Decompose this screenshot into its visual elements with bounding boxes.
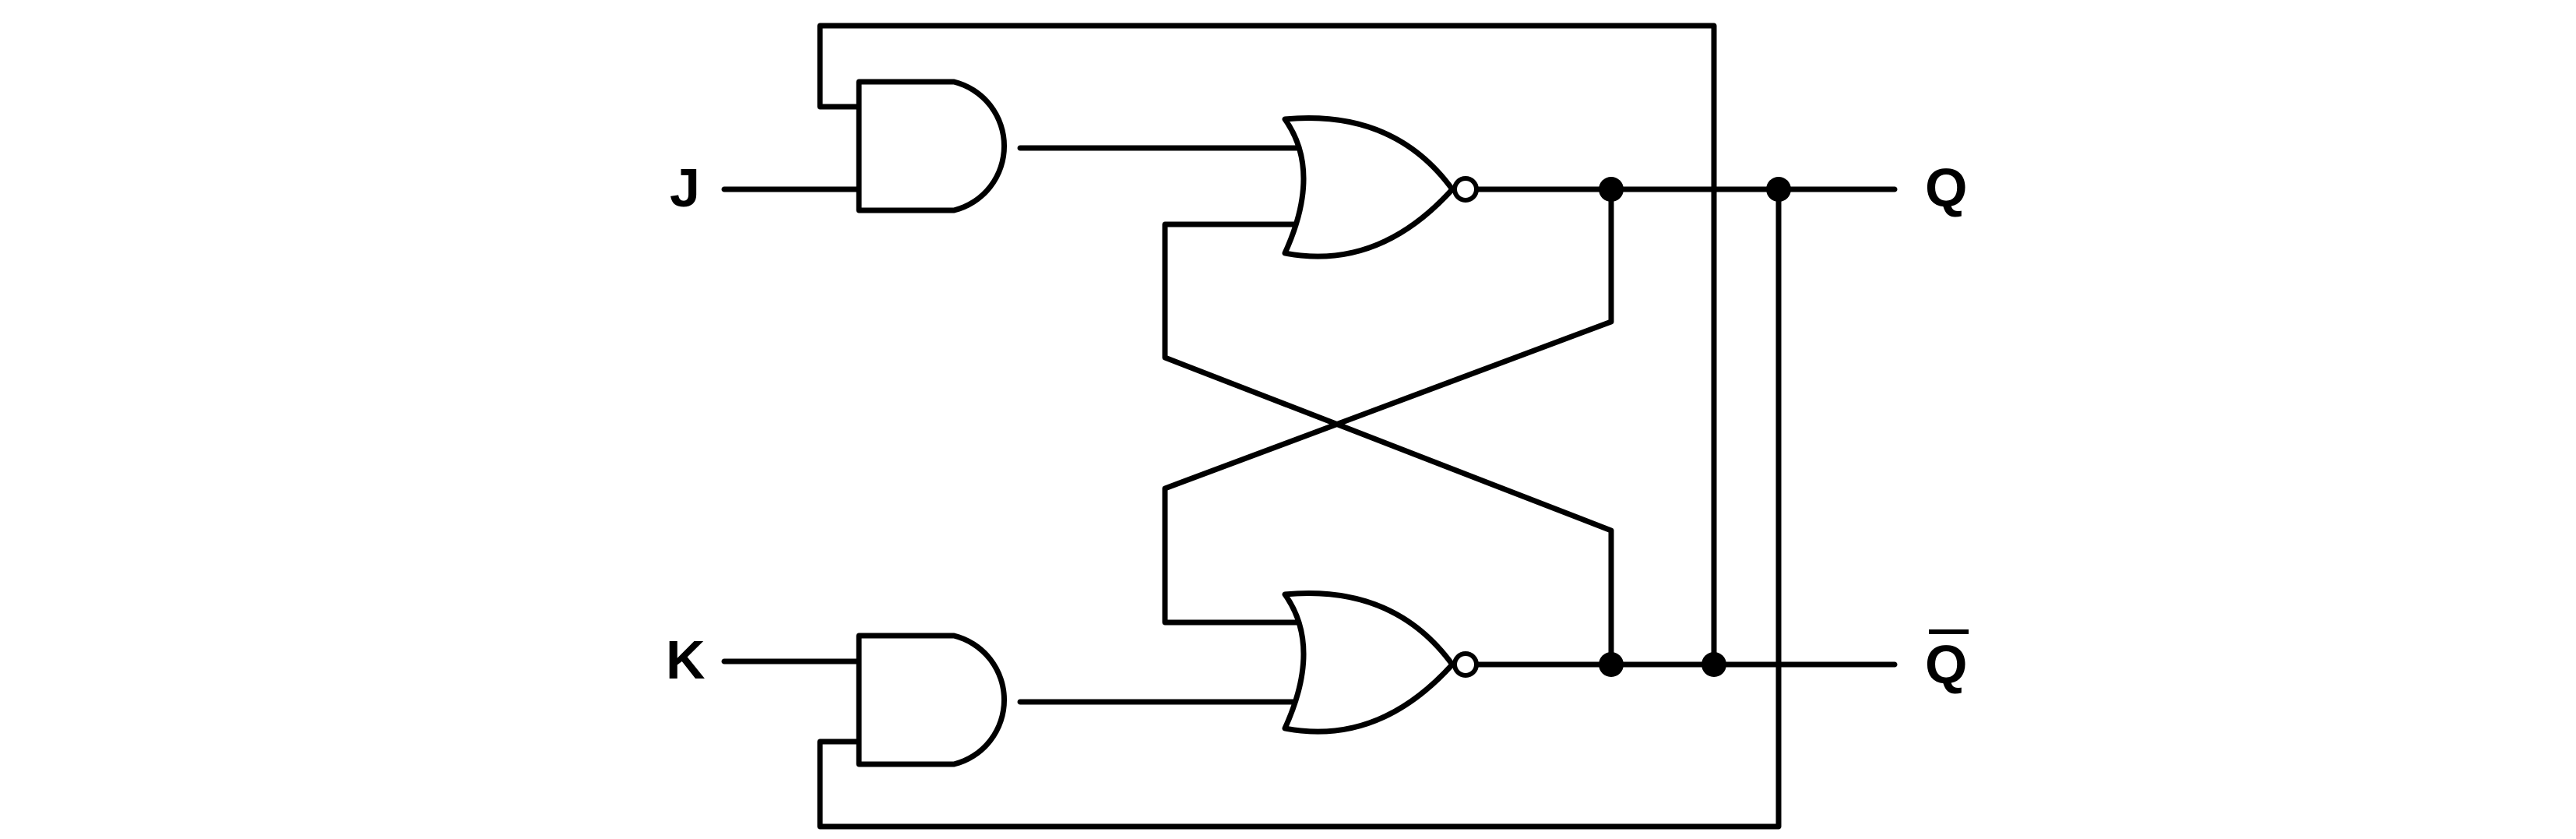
wire-qbar-feedback-top xyxy=(817,23,1717,668)
wire-cross-qbar-to-nor-top xyxy=(1162,221,1614,668)
inversion-bubble xyxy=(1452,651,1479,678)
wires xyxy=(721,23,1898,830)
nor-gate-top xyxy=(1282,115,1479,259)
and-gate-top xyxy=(856,79,1008,213)
label-j: J xyxy=(670,157,700,218)
junction-dots xyxy=(1599,177,1791,677)
and-gate-bottom xyxy=(856,633,1008,767)
inversion-bubble xyxy=(1452,176,1479,203)
junction-dot xyxy=(1701,652,1726,677)
label-q-bar: Q xyxy=(1925,634,1967,695)
junction-dot xyxy=(1766,177,1791,202)
nor-gate-bottom xyxy=(1282,590,1479,735)
wire-cross-q-to-nor-bottom xyxy=(1162,186,1614,626)
label-k: K xyxy=(666,629,706,690)
wire-q-feedback-bottom xyxy=(817,186,1782,830)
label-q: Q xyxy=(1925,157,1967,218)
junction-dot xyxy=(1599,652,1624,677)
junction-dot xyxy=(1599,177,1624,202)
